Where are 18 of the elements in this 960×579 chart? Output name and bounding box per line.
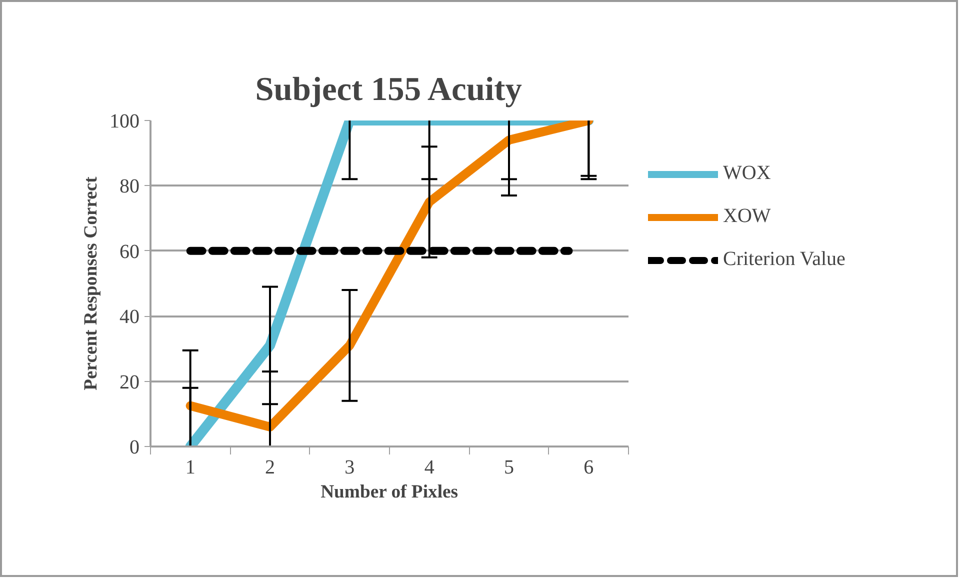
x-tick-label: 3 [344, 456, 355, 478]
x-axis-title: Number of Pixles [320, 482, 458, 502]
chart-title: Subject 155 Acuity [255, 71, 522, 108]
x-tick-label: 5 [504, 456, 514, 478]
x-tick-label: 4 [424, 456, 434, 478]
x-tick-label: 2 [265, 456, 275, 478]
y-tick-label: 40 [120, 306, 140, 328]
y-tick-label: 0 [130, 436, 140, 458]
x-tick-label: 6 [584, 456, 594, 478]
legend-label: Criterion Value [723, 248, 846, 271]
legend-label: WOX [723, 162, 771, 185]
x-tick-label: 1 [185, 456, 196, 478]
legend-label: XOW [723, 205, 771, 228]
y-tick-label: 20 [120, 371, 140, 394]
y-axis-title: Percent Responses Correct [80, 176, 102, 390]
y-tick-label: 100 [110, 110, 140, 132]
y-tick-label: 60 [120, 240, 140, 263]
y-tick-label: 80 [120, 176, 140, 198]
